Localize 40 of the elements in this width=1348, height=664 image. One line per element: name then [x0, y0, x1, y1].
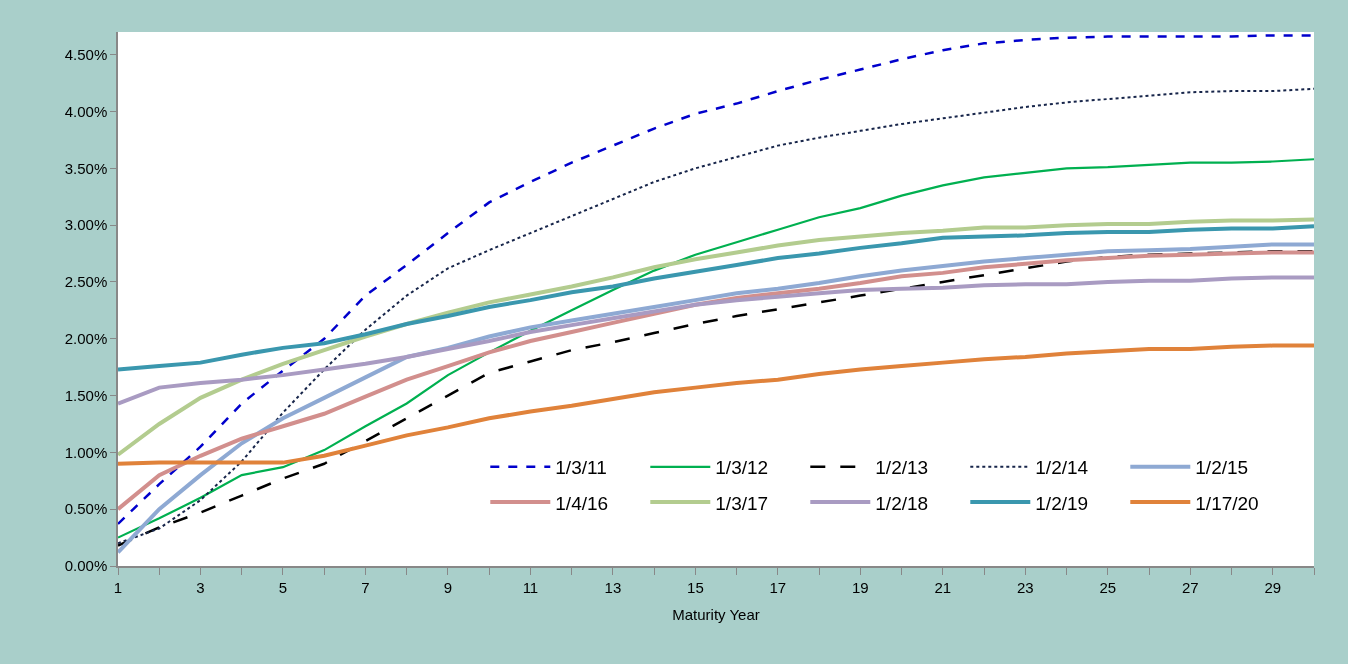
- y-tick-label: 1.00%: [64, 443, 108, 461]
- legend-label: 1/2/14: [1035, 457, 1089, 479]
- legend-label: 1/2/18: [875, 492, 929, 514]
- x-tick-label: 13: [604, 578, 622, 596]
- y-tick-label: 2.50%: [64, 273, 108, 291]
- line-series: [118, 224, 1314, 372]
- line-series: [118, 275, 1314, 406]
- x-tick-label: 9: [443, 578, 453, 596]
- y-tick-label: 1.50%: [64, 386, 108, 404]
- x-tick-label: 25: [1099, 578, 1117, 596]
- legend-label: 1/3/12: [715, 457, 769, 479]
- y-tick-label: 0.00%: [64, 557, 108, 575]
- y-tick-label: 3.00%: [64, 216, 108, 234]
- x-tick-label: 23: [1016, 578, 1034, 596]
- legend-label: 1/3/17: [715, 492, 769, 514]
- x-tick-label: 19: [852, 578, 869, 596]
- legend-label: 1/2/19: [1035, 492, 1089, 514]
- legend-label: 1/4/16: [555, 492, 609, 514]
- y-tick-label: 4.00%: [64, 102, 108, 120]
- x-tick-label: 3: [196, 578, 205, 596]
- x-tick-label: 5: [278, 578, 288, 596]
- y-tick-label: 4.50%: [64, 45, 108, 63]
- line-series: [118, 217, 1314, 457]
- legend-label: 1/17/20: [1195, 492, 1259, 514]
- line-series: [118, 158, 1314, 539]
- x-tick-label: 27: [1181, 578, 1199, 596]
- x-tick-label: 21: [934, 578, 952, 596]
- y-tick-label: 0.50%: [64, 500, 108, 518]
- y-tick-label: 3.50%: [64, 159, 108, 177]
- x-tick-label: 15: [687, 578, 704, 596]
- x-tick-label: 29: [1264, 578, 1282, 596]
- x-axis-title: Maturity Year: [672, 606, 760, 624]
- x-tick-label: 1: [113, 578, 123, 596]
- legend-label: 1/2/13: [875, 457, 929, 479]
- x-tick-label: 17: [769, 578, 787, 596]
- legend-label: 1/3/11: [555, 457, 607, 479]
- x-tick-label: 7: [361, 578, 370, 596]
- legend-label: 1/2/15: [1195, 457, 1249, 479]
- x-tick-label: 11: [522, 578, 539, 596]
- y-tick-label: 2.00%: [64, 330, 108, 348]
